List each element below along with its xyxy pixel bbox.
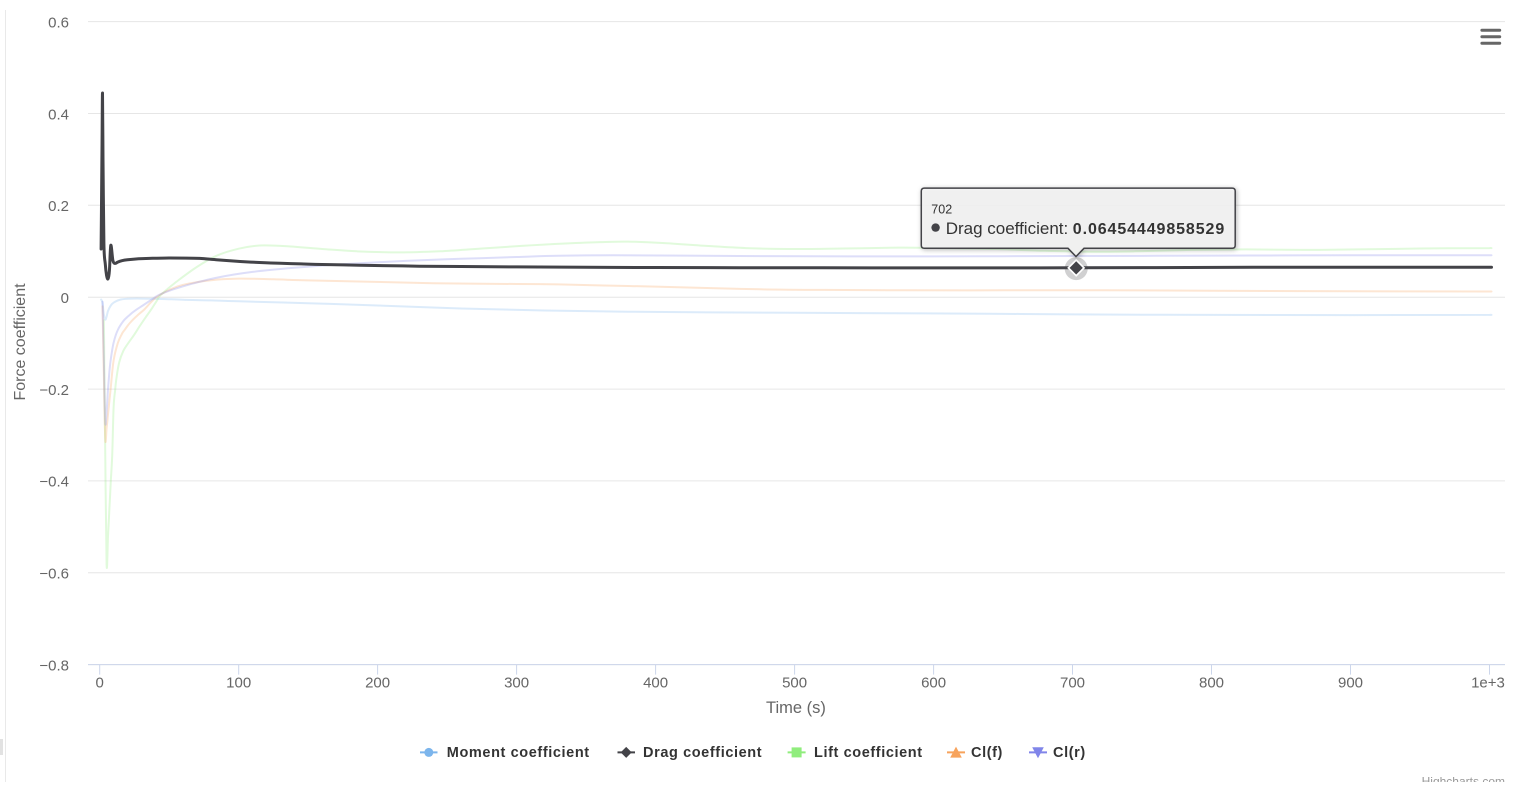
svg-text:702: 702 — [931, 202, 952, 216]
svg-text:−0.8: −0.8 — [39, 657, 69, 674]
svg-text:0: 0 — [96, 675, 104, 692]
svg-text:0.2: 0.2 — [48, 198, 69, 215]
svg-text:700: 700 — [1060, 675, 1085, 692]
svg-text:−0.2: −0.2 — [39, 382, 69, 399]
svg-text:400: 400 — [643, 675, 668, 692]
svg-text:600: 600 — [921, 675, 946, 692]
svg-text:Highcharts.com: Highcharts.com — [1422, 774, 1505, 782]
svg-text:100: 100 — [226, 675, 251, 692]
svg-text:−0.6: −0.6 — [39, 566, 69, 583]
svg-text:Lift coefficient: Lift coefficient — [814, 745, 923, 761]
svg-text:0: 0 — [61, 290, 69, 307]
svg-text:500: 500 — [782, 675, 807, 692]
svg-text:Force coefficient: Force coefficient — [12, 283, 29, 401]
svg-text:Cl(r): Cl(r) — [1053, 745, 1086, 761]
svg-text:0.4: 0.4 — [48, 106, 69, 123]
svg-text:900: 900 — [1338, 675, 1363, 692]
svg-text:Cl(f): Cl(f) — [971, 745, 1003, 761]
svg-text:300: 300 — [504, 675, 529, 692]
svg-text:Time (s): Time (s) — [766, 699, 826, 717]
svg-text:800: 800 — [1199, 675, 1224, 692]
svg-text:Moment coefficient: Moment coefficient — [447, 745, 590, 761]
svg-text:−0.4: −0.4 — [39, 474, 69, 491]
svg-text:Drag coefficient: Drag coefficient — [643, 745, 762, 761]
svg-text:Drag coefficient: 0.0645444985: Drag coefficient: 0.06454449858529 — [946, 219, 1225, 238]
svg-text:0.6: 0.6 — [48, 14, 69, 31]
svg-text:200: 200 — [365, 675, 390, 692]
svg-text:1e+3: 1e+3 — [1471, 675, 1505, 692]
